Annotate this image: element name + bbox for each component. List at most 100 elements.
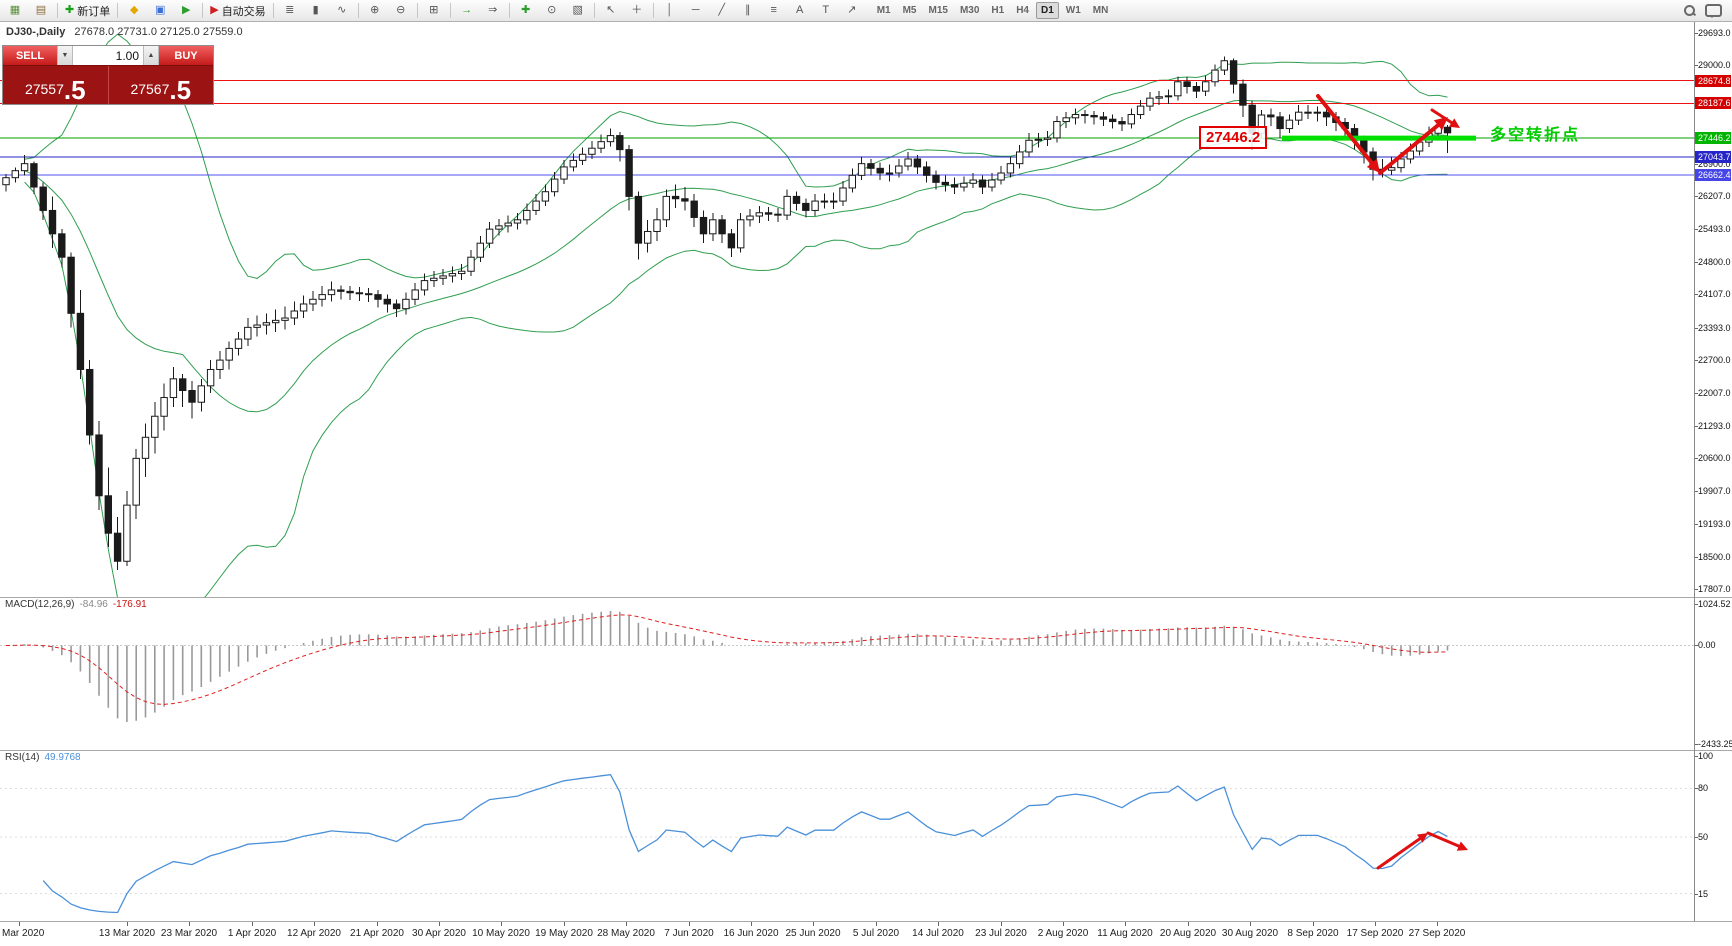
volume-decrease-button[interactable]: ▼ [57, 46, 73, 65]
horizontal-line-tool[interactable]: ─ [684, 1, 708, 21]
text-tool-icon: A [796, 4, 804, 16]
timeframe-m5[interactable]: M5 [902, 5, 917, 16]
timeframe-mn[interactable]: MN [1092, 5, 1109, 16]
autotrading-button[interactable]: ▶ 自动交易 [207, 1, 268, 21]
new-chart[interactable]: ▦ [3, 1, 27, 21]
volume-increase-button[interactable]: ▲ [143, 46, 159, 65]
autotrading-button-icon: ▶ [210, 4, 219, 16]
toolbar-separator [117, 3, 119, 18]
chart-shift-icon: ⇒ [488, 4, 498, 16]
bollinger-bands [24, 33, 1448, 597]
macd-name: MACD(12,26,9) [5, 599, 75, 610]
toolbar-separator [272, 3, 274, 18]
strategy-tester-icon: ▶ [181, 4, 191, 16]
arrows-tool-icon: ↗ [847, 4, 857, 16]
toolbar: ▦ ▤ ✚ 新订单 ◆ ▣ ▶ ▶ 自动交易 ≣ ▮ ∿ ⊕ ⊖ ⊞ → ⇒ ✚ ⊙ ▧ ↖ ＋ │ ─ ╱ ∥ ≡ A T ↗ M1 M5… [0, 0, 1732, 22]
text-tool[interactable]: A [788, 1, 812, 21]
bars-mode[interactable]: ≣ [278, 1, 302, 21]
toolbar-separator [357, 3, 359, 18]
strategy-tester[interactable]: ▶ [174, 1, 198, 21]
rsi-layer [0, 774, 1694, 914]
crosshair-tool-icon: ＋ [631, 4, 643, 16]
candles-mode-icon: ▮ [312, 4, 319, 16]
toolbar-separator [57, 3, 58, 18]
buy-button[interactable]: BUY [159, 46, 213, 65]
terminal[interactable]: ▣ [148, 1, 172, 21]
one-click-trading-panel: SELL ▼ 1.00 ▲ BUY 27557.5 27567.5 [2, 45, 214, 105]
toolbar-separator [593, 3, 595, 18]
autotrading-button-label: 自动交易 [221, 5, 266, 18]
tile-windows-icon: ⊞ [429, 4, 439, 16]
toolbar-separator [449, 3, 451, 18]
buy-price[interactable]: 27567.5 [109, 66, 214, 104]
cursor-tool-icon: ↖ [606, 4, 616, 16]
sell-price[interactable]: 27557.5 [3, 66, 108, 104]
buy-price-main: 27567 [130, 81, 170, 97]
timeframe-m30[interactable]: M30 [959, 5, 980, 16]
timeframe-h4[interactable]: H4 [1016, 5, 1029, 16]
sell-price-fraction: .5 [63, 74, 86, 105]
zoom-out[interactable]: ⊖ [389, 1, 413, 21]
periods-icon: ⊙ [547, 4, 557, 16]
chat-icon[interactable] [1705, 4, 1722, 18]
new-chart-icon: ▦ [9, 4, 21, 16]
timeframe-buttons: M1 M5 M15 M30 H1 H4 D1 W1 MN [871, 2, 1115, 19]
toolbar-separator [202, 3, 204, 18]
cursor-tool[interactable]: ↖ [599, 1, 623, 21]
bars-mode-icon: ≣ [285, 4, 295, 16]
turning-point-annotation[interactable]: 多空转折点 [1490, 127, 1581, 144]
candles-layer [2, 56, 1452, 570]
crosshair-tool[interactable]: ＋ [625, 1, 649, 21]
chart-shift[interactable]: ⇒ [481, 1, 505, 21]
label-tool-icon: T [822, 4, 830, 16]
templates[interactable]: ▧ [566, 1, 590, 21]
zoom-out-icon: ⊖ [396, 4, 406, 16]
search-icon[interactable] [1684, 5, 1695, 16]
zoom-in[interactable]: ⊕ [363, 1, 387, 21]
sell-button[interactable]: SELL [3, 46, 57, 65]
timeframe-m15[interactable]: M15 [928, 5, 948, 16]
macd-signal-value: -176.91 [112, 599, 147, 610]
candles-mode[interactable]: ▮ [304, 1, 328, 21]
daily-ohlc-values: 27678.0 27731.0 27125.0 27559.0 [74, 26, 243, 38]
trendline-tool-icon: ╱ [718, 4, 725, 16]
terminal-icon: ▣ [155, 4, 166, 16]
timeframe-d1[interactable]: D1 [1036, 2, 1059, 19]
label-tool[interactable]: T [814, 1, 838, 21]
timeframe-h1[interactable]: H1 [991, 5, 1005, 16]
auto-scroll[interactable]: → [455, 1, 479, 21]
toolbar-separator [508, 3, 510, 18]
timeframe-w1[interactable]: W1 [1065, 5, 1081, 16]
channel-tool-icon: ∥ [744, 4, 751, 16]
channel-tool[interactable]: ∥ [736, 1, 760, 21]
toolbar-buttons: ▦ ▤ ✚ 新订单 ◆ ▣ ▶ ▶ 自动交易 ≣ ▮ ∿ ⊕ ⊖ ⊞ → ⇒ ✚ ⊙ ▧ ↖ ＋ │ ─ ╱ ∥ ≡ A T ↗ [2, 0, 865, 21]
fibonacci-tool[interactable]: ≡ [762, 1, 786, 21]
rsi-value: 49.9768 [44, 752, 81, 763]
periods[interactable]: ⊙ [540, 1, 564, 21]
profiles[interactable]: ▤ [29, 1, 53, 21]
new-order-button[interactable]: ✚ 新订单 [62, 1, 113, 21]
sell-price-main: 27557 [24, 81, 64, 97]
volume-input[interactable]: 1.00 [73, 46, 143, 65]
new-order-button-label: 新订单 [77, 5, 111, 18]
macd-label: MACD(12,26,9) -84.96 -176.91 [5, 599, 147, 610]
macd-layer [0, 610, 1694, 723]
tile-windows[interactable]: ⊞ [422, 1, 446, 21]
line-mode[interactable]: ∿ [330, 1, 354, 21]
trendline-tool[interactable]: ╱ [710, 1, 734, 21]
fibonacci-tool-icon: ≡ [770, 4, 777, 16]
zoom-in-icon: ⊕ [370, 4, 380, 16]
auto-scroll-icon: → [461, 4, 473, 16]
timeframe-m1[interactable]: M1 [876, 5, 891, 16]
metaeditor[interactable]: ◆ [122, 1, 146, 21]
templates-icon: ▧ [572, 4, 583, 16]
indicators-list-icon: ✚ [521, 4, 531, 16]
price-level-annotation[interactable]: 27446.2 [1199, 126, 1268, 149]
panel-separators [0, 22, 1732, 922]
indicators-list[interactable]: ✚ [514, 1, 538, 21]
arrows-tool[interactable]: ↗ [840, 1, 864, 21]
horizontal-line-tool-icon: ─ [691, 4, 700, 16]
profiles-icon: ▤ [35, 4, 47, 16]
vertical-line-tool[interactable]: │ [658, 1, 682, 21]
